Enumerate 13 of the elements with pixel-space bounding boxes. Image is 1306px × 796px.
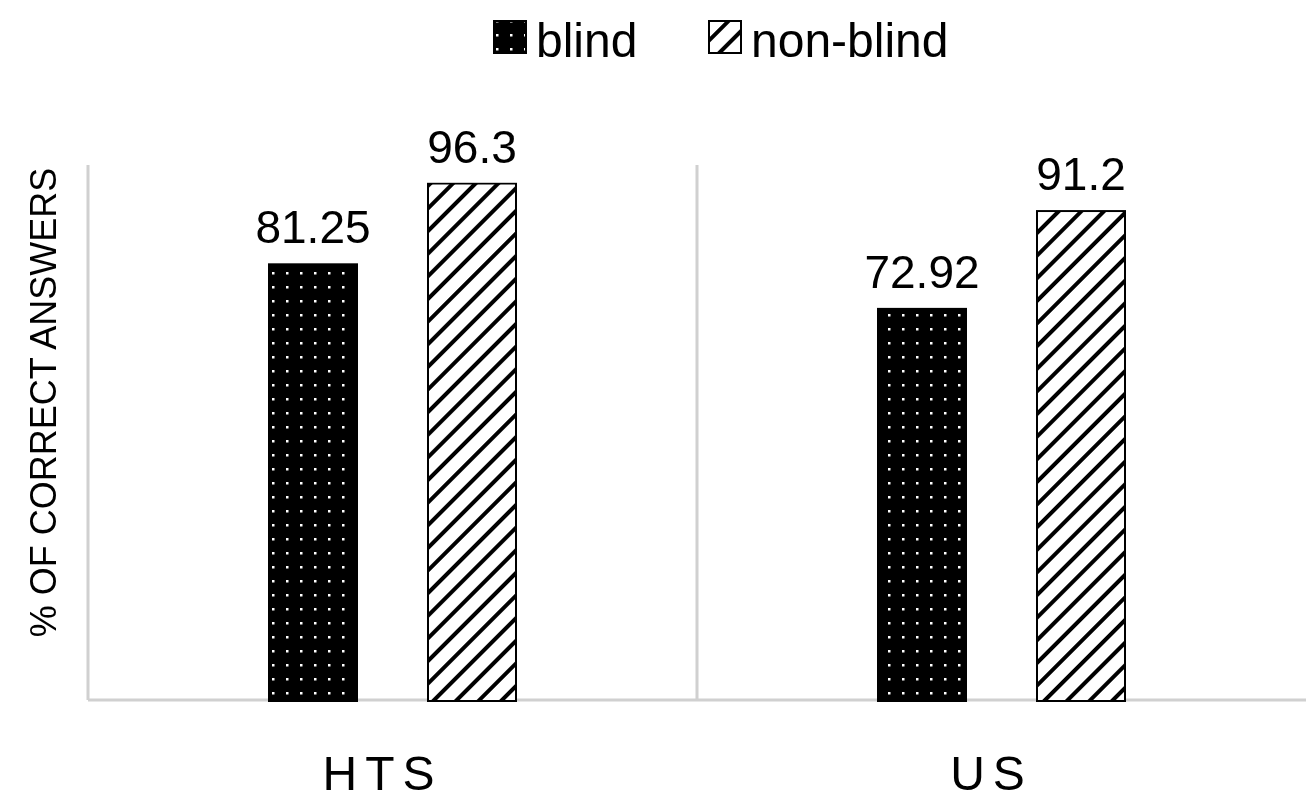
data-label: 72.92 [864, 245, 980, 298]
bar [879, 309, 965, 700]
data-label: 91.2 [1036, 148, 1126, 201]
bar [270, 265, 356, 700]
data-label: 81.25 [255, 201, 371, 254]
legend-label: non-blind [751, 14, 949, 67]
data-label: 96.3 [427, 120, 517, 173]
x-tick-label: HTS [322, 747, 443, 796]
legend-label: blind [536, 14, 638, 67]
y-axis-title: % OF CORRECT ANSWERS [23, 167, 64, 638]
bar [1038, 212, 1124, 700]
bar [429, 184, 515, 700]
x-tick-label: US [950, 747, 1033, 796]
